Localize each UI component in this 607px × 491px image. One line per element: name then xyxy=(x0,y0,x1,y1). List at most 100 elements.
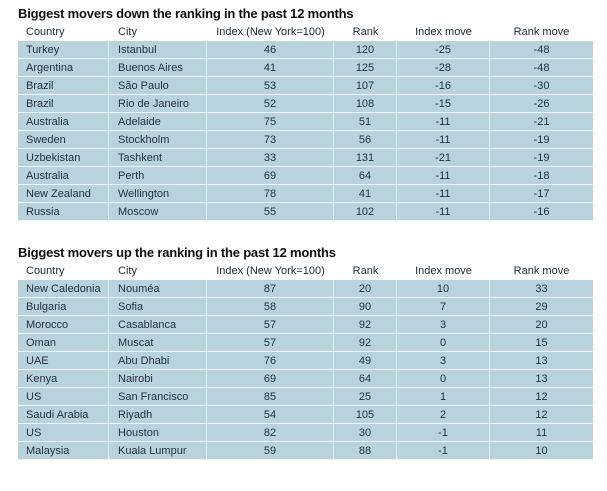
rank-cell: 90 xyxy=(334,298,397,316)
index-cell: 53 xyxy=(207,77,334,95)
index-cell: 76 xyxy=(207,352,334,370)
index-move-cell: -16 xyxy=(397,77,490,95)
index-move-cell: -15 xyxy=(397,95,490,113)
table-row: Uzbekistan Tashkent 33 131 -21 -19 xyxy=(18,149,593,167)
movers-down-table: Country City Index (New York=100) Rank Index… xyxy=(18,23,593,221)
table-row: Oman Muscat 57 92 0 15 xyxy=(18,334,593,352)
rank-move-cell: 13 xyxy=(490,352,593,370)
index-cell: 82 xyxy=(207,424,334,442)
country-cell: Malaysia xyxy=(18,442,109,460)
index-cell: 52 xyxy=(207,95,334,113)
city-cell: Abu Dhabi xyxy=(109,352,207,370)
index-move-cell: 10 xyxy=(397,280,490,298)
movers-down-section: Biggest movers down the ranking in the p… xyxy=(18,6,593,221)
city-cell: Stockholm xyxy=(109,131,207,149)
table-row: US San Francisco 85 25 1 12 xyxy=(18,388,593,406)
index-move-cell: -25 xyxy=(397,41,490,59)
rank-move-cell: 12 xyxy=(490,388,593,406)
table-body: Turkey Istanbul 46 120 -25 -48 Argentina Buenos… xyxy=(18,41,593,221)
table-head: Country City Index (New York=100) Rank Index… xyxy=(18,23,593,41)
table-row: Australia Adelaide 75 51 -11 -21 xyxy=(18,113,593,131)
index-cell: 57 xyxy=(207,334,334,352)
rank-cell: 41 xyxy=(334,185,397,203)
column-header-city: City xyxy=(118,26,137,38)
movers-up-table: Country City Index (New York=100) Rank Index… xyxy=(18,262,593,460)
index-cell: 41 xyxy=(207,59,334,77)
index-move-cell: -11 xyxy=(397,167,490,185)
table-row: New Caledonia Nouméa 87 20 10 33 xyxy=(18,280,593,298)
rank-cell: 108 xyxy=(334,95,397,113)
index-move-cell: -11 xyxy=(397,131,490,149)
column-header-rank-move: Rank move xyxy=(513,265,570,277)
column-header-rank: Rank xyxy=(352,265,379,277)
city-cell: Nouméa xyxy=(109,280,207,298)
city-cell: Perth xyxy=(109,167,207,185)
table-row: Kenya Nairobi 69 64 0 13 xyxy=(18,370,593,388)
table-row: US Houston 82 30 -1 11 xyxy=(18,424,593,442)
index-cell: 87 xyxy=(207,280,334,298)
table-row: Bulgaria Sofia 58 90 7 29 xyxy=(18,298,593,316)
city-cell: Nairobi xyxy=(109,370,207,388)
index-cell: 33 xyxy=(207,149,334,167)
rank-move-cell: 13 xyxy=(490,370,593,388)
index-move-cell: -21 xyxy=(397,149,490,167)
table-row: Morocco Casablanca 57 92 3 20 xyxy=(18,316,593,334)
rank-move-cell: 29 xyxy=(490,298,593,316)
rank-move-cell: 20 xyxy=(490,316,593,334)
index-move-cell: 1 xyxy=(397,388,490,406)
city-cell: Riyadh xyxy=(109,406,207,424)
index-cell: 54 xyxy=(207,406,334,424)
rank-cell: 51 xyxy=(334,113,397,131)
header-row: Country City Index (New York=100) Rank Index… xyxy=(18,23,593,41)
rank-cell: 120 xyxy=(334,41,397,59)
country-cell: Argentina xyxy=(18,59,109,77)
column-header-country: Country xyxy=(26,265,65,277)
index-cell: 69 xyxy=(207,167,334,185)
rank-cell: 107 xyxy=(334,77,397,95)
rank-cell: 20 xyxy=(334,280,397,298)
city-cell: Moscow xyxy=(109,203,207,221)
city-cell: Buenos Aires xyxy=(109,59,207,77)
table-row: Australia Perth 69 64 -11 -18 xyxy=(18,167,593,185)
rank-move-cell: -19 xyxy=(490,131,593,149)
index-cell: 85 xyxy=(207,388,334,406)
country-cell: Saudi Arabia xyxy=(18,406,109,424)
index-move-cell: -28 xyxy=(397,59,490,77)
rank-cell: 92 xyxy=(334,316,397,334)
country-cell: Oman xyxy=(18,334,109,352)
column-header-index-move: Index move xyxy=(415,26,472,38)
column-header-country: Country xyxy=(26,26,65,38)
index-move-cell: 0 xyxy=(397,370,490,388)
country-cell: Bulgaria xyxy=(18,298,109,316)
rank-cell: 64 xyxy=(334,167,397,185)
index-move-cell: 3 xyxy=(397,316,490,334)
movers-up-section: Biggest movers up the ranking in the pas… xyxy=(18,245,593,460)
table-head: Country City Index (New York=100) Rank Index… xyxy=(18,262,593,280)
rank-cell: 105 xyxy=(334,406,397,424)
index-move-cell: -1 xyxy=(397,424,490,442)
city-cell: Casablanca xyxy=(109,316,207,334)
column-header-index-move: Index move xyxy=(415,265,472,277)
country-cell: US xyxy=(18,424,109,442)
rank-move-cell: -26 xyxy=(490,95,593,113)
rank-cell: 88 xyxy=(334,442,397,460)
index-cell: 59 xyxy=(207,442,334,460)
country-cell: Russia xyxy=(18,203,109,221)
country-cell: New Caledonia xyxy=(18,280,109,298)
index-cell: 75 xyxy=(207,113,334,131)
rank-move-cell: -16 xyxy=(490,203,593,221)
city-cell: Muscat xyxy=(109,334,207,352)
rank-move-cell: 12 xyxy=(490,406,593,424)
rank-move-cell: -17 xyxy=(490,185,593,203)
table-row: Saudi Arabia Riyadh 54 105 2 12 xyxy=(18,406,593,424)
index-cell: 58 xyxy=(207,298,334,316)
index-move-cell: -11 xyxy=(397,203,490,221)
index-cell: 73 xyxy=(207,131,334,149)
rank-move-cell: -21 xyxy=(490,113,593,131)
rank-cell: 131 xyxy=(334,149,397,167)
table-row: Turkey Istanbul 46 120 -25 -48 xyxy=(18,41,593,59)
index-move-cell: 2 xyxy=(397,406,490,424)
rank-move-cell: 10 xyxy=(490,442,593,460)
table-row: Sweden Stockholm 73 56 -11 -19 xyxy=(18,131,593,149)
country-cell: UAE xyxy=(18,352,109,370)
